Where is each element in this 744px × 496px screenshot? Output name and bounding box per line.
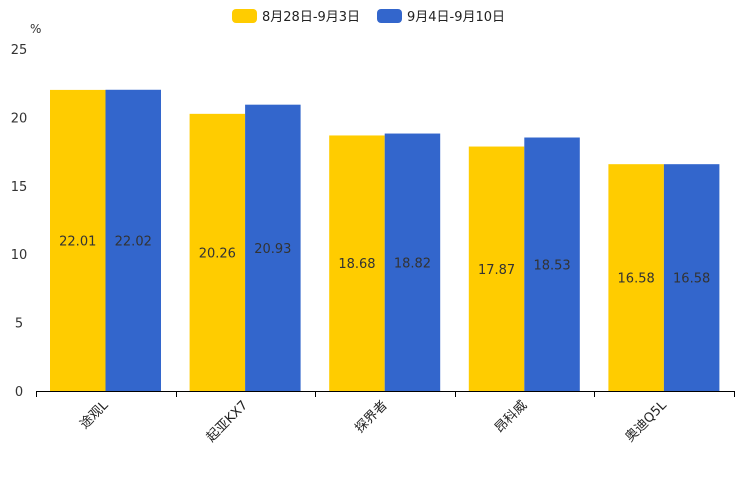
x-tick-label: 昂科威 [492,398,530,436]
data-label: 16.58 [673,272,710,287]
y-axis-unit-label: % [30,22,41,36]
bar [189,113,246,391]
x-tick-label: 起亚KX7 [204,398,251,445]
y-tick-label: 0 [15,385,23,400]
y-tick-label: 25 [11,43,28,58]
y-tick-label: 10 [11,248,28,263]
legend-label: 8月28日-9月3日 [262,10,360,25]
data-label: 16.58 [618,272,655,287]
legend-swatch [232,9,257,23]
data-label: 20.93 [254,242,291,257]
bar [384,133,441,391]
data-label: 22.02 [115,234,152,249]
data-label: 18.82 [394,256,431,271]
data-label: 20.26 [199,246,236,261]
data-label: 17.87 [478,263,515,278]
legend-swatch [377,9,402,23]
bars: 22.01 22.02 20.26 20.93 18.68 18.82 17.87 18.53… [50,89,720,391]
data-label: 18.68 [338,257,375,272]
y-tick-label: 20 [11,111,28,126]
bar [245,104,301,391]
bar [524,137,580,391]
bar [663,164,720,391]
bar [468,146,525,391]
x-tick-label: 奥迪Q5L [623,398,671,446]
bar [105,89,161,391]
y-tick-label: 5 [15,317,23,332]
bar [50,89,106,391]
x-axis: 途观L 起亚KX7 探界者 昂科威 奥迪Q5L [36,391,735,445]
y-axis: 0 5 10 15 20 25 [11,43,28,400]
legend: 8月28日-9月3日 9月4日-9月10日 [232,9,505,25]
data-label: 22.01 [59,234,96,249]
legend-label: 9月4日-9月10日 [407,10,505,25]
bar [329,135,385,391]
x-tick-label: 探界者 [352,398,390,436]
bar [608,164,664,391]
x-tick-label: 途观L [77,397,112,432]
y-tick-label: 15 [11,180,28,195]
data-label: 18.53 [533,258,570,273]
